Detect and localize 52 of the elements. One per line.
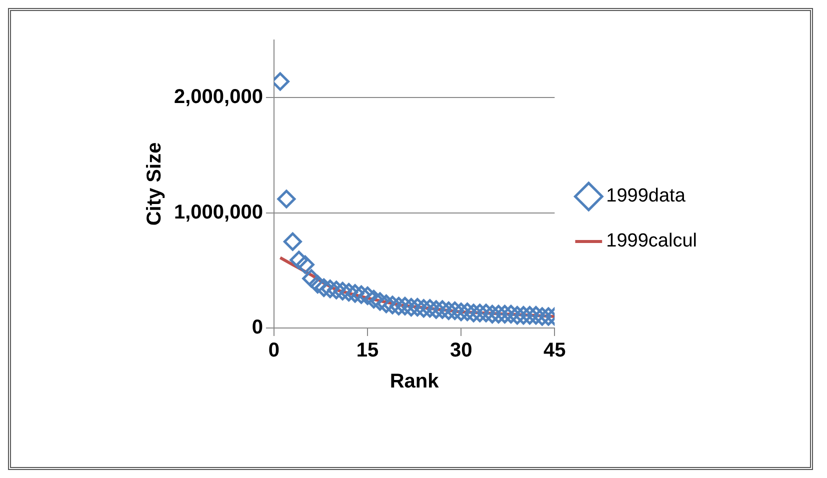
point	[502, 304, 520, 324]
point	[364, 290, 384, 308]
point	[370, 292, 390, 311]
x-tick-label: 45	[544, 340, 566, 362]
x-axis-title: Rank	[390, 370, 440, 393]
point	[346, 284, 364, 303]
point	[290, 250, 308, 270]
point	[414, 299, 433, 318]
point	[470, 304, 490, 322]
point	[420, 299, 440, 318]
y-tick-label: 1,000,000	[174, 201, 263, 224]
point	[408, 298, 427, 317]
y-axis-title: City Size	[144, 142, 166, 226]
point	[377, 294, 396, 314]
point	[508, 306, 526, 325]
point	[526, 306, 546, 325]
point	[426, 300, 446, 319]
x-tick-label: 15	[356, 340, 379, 362]
point	[389, 296, 408, 316]
point	[383, 296, 402, 314]
point	[483, 304, 502, 324]
point	[320, 280, 340, 298]
point	[532, 307, 552, 326]
point	[277, 190, 296, 208]
legend-label: 1999calcul	[606, 230, 697, 252]
point	[302, 269, 321, 288]
point	[358, 286, 377, 305]
point	[402, 298, 420, 317]
point	[439, 301, 458, 320]
point	[296, 255, 314, 274]
legend-label: 1999data	[606, 186, 686, 207]
point	[308, 274, 327, 294]
point	[314, 278, 334, 297]
point	[396, 296, 414, 316]
point	[446, 301, 464, 320]
point	[489, 304, 508, 324]
point	[464, 304, 483, 322]
point	[496, 304, 514, 324]
point	[458, 302, 477, 322]
point	[476, 304, 496, 322]
x-tick-label: 30	[450, 340, 472, 362]
y-tick-label: 0	[252, 316, 263, 339]
point	[352, 285, 371, 304]
y-tick-label: 2,000,000	[174, 86, 263, 108]
point	[514, 306, 533, 325]
point	[452, 302, 470, 322]
point	[333, 282, 352, 300]
point	[520, 306, 539, 325]
point	[433, 300, 452, 319]
point	[283, 232, 302, 251]
x-tick-label: 0	[268, 340, 280, 362]
point	[340, 283, 358, 302]
